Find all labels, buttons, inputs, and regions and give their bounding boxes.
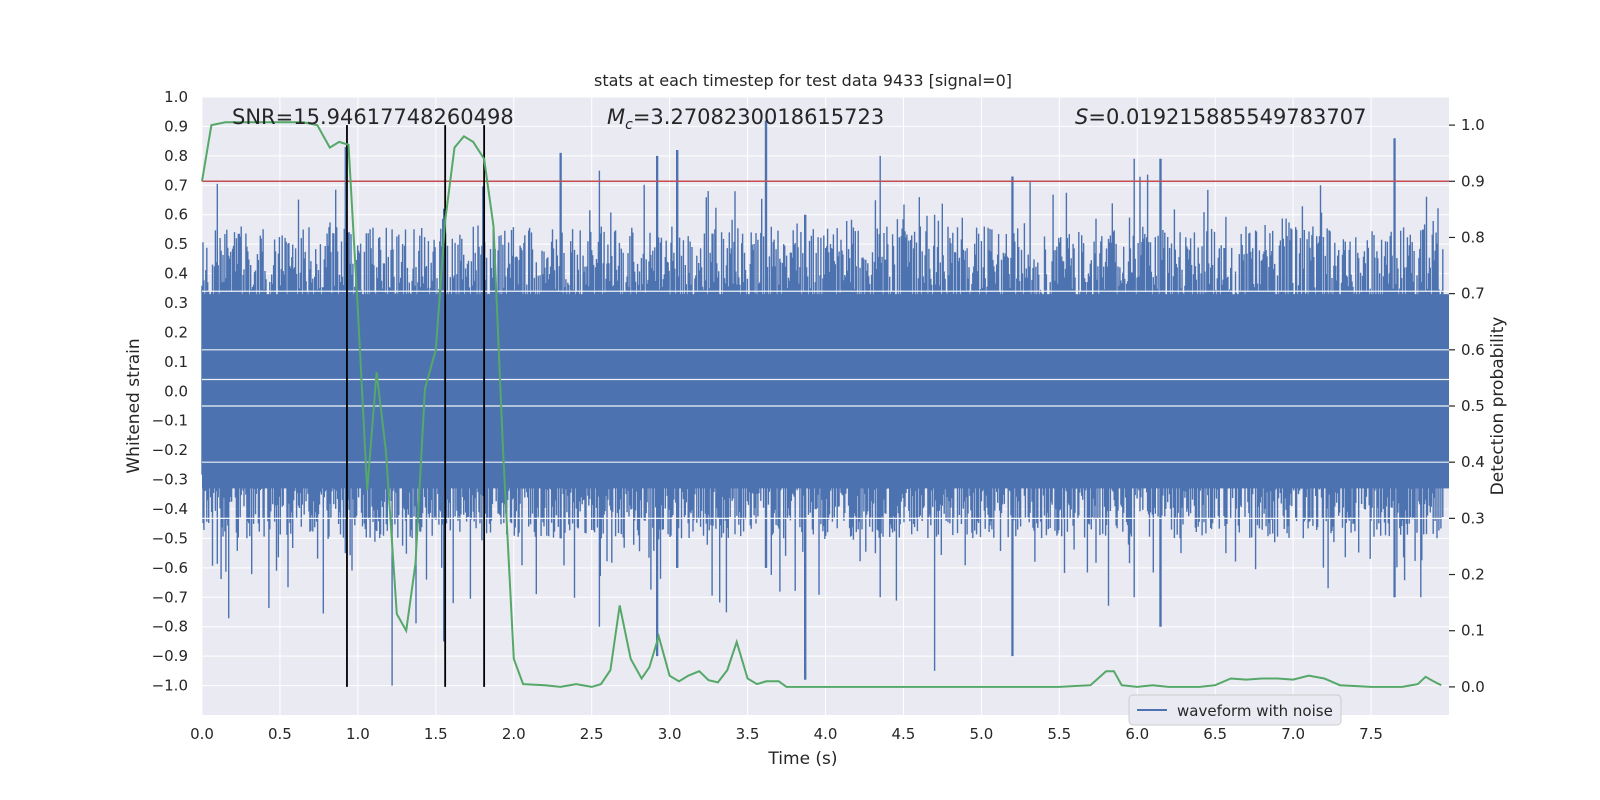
- y-tick-label: −0.6: [152, 559, 188, 577]
- y-tick-label: −0.7: [152, 588, 188, 606]
- legend: waveform with noise: [1128, 694, 1342, 726]
- legend-box: [1128, 694, 1342, 726]
- y-right-tick-label: 0.0: [1461, 678, 1485, 696]
- x-tick-label: 5.5: [1047, 725, 1071, 743]
- y-right-tick-label: 0.9: [1461, 172, 1485, 190]
- x-tick-label: 2.0: [502, 725, 526, 743]
- y-tick-label: −0.3: [152, 471, 188, 489]
- snr-annotation: SNR=15.94617748260498: [232, 105, 514, 129]
- y-tick-label: 0.1: [164, 353, 188, 371]
- x-axis-ticks: 0.0 0.5 1.0 1.5 2.0 2.5 3.0 3.5 4.0 4.5 5.0 5.5 6.0 6…: [190, 725, 1383, 743]
- x-axis-label: Time (s): [767, 749, 837, 769]
- y-right-tick-label: 0.1: [1461, 622, 1485, 640]
- y-right-tick-label: 0.3: [1461, 509, 1485, 527]
- x-tick-label: 7.5: [1359, 725, 1383, 743]
- x-tick-label: 1.0: [346, 725, 370, 743]
- probability-series: [201, 121, 1442, 688]
- y-tick-label: 0.7: [164, 176, 188, 194]
- x-tick-label: 0.0: [190, 725, 214, 743]
- y-tick-label: 0.6: [164, 206, 188, 224]
- probability-line: [201, 121, 1442, 688]
- x-tick-label: 3.0: [658, 725, 682, 743]
- x-tick-label: 2.5: [580, 725, 604, 743]
- y-tick-label: −0.2: [152, 441, 188, 459]
- y-right-tick-label: 0.5: [1461, 397, 1485, 415]
- y-right-axis-ticks: 1.0 0.9 0.8 0.7 0.6 0.5 0.4 0.3 0.2 0.1 0.0: [1449, 116, 1485, 696]
- y-right-tick-label: 1.0: [1461, 116, 1485, 134]
- x-tick-label: 6.5: [1203, 725, 1227, 743]
- chart-title: stats at each timestep for test data 943…: [594, 71, 1012, 90]
- y-tick-label: 0.9: [164, 117, 188, 135]
- y-right-tick-label: 0.7: [1461, 285, 1485, 303]
- y-tick-label: 0.5: [164, 235, 188, 253]
- y-right-tick-label: 0.2: [1461, 566, 1485, 584]
- y-tick-label: −0.8: [152, 618, 188, 636]
- legend-label-waveform: waveform with noise: [1177, 702, 1333, 720]
- y-tick-label: 0.3: [164, 294, 188, 312]
- y-tick-label: 0.8: [164, 147, 188, 165]
- waveform-series: [201, 120, 1449, 686]
- y-axis-label: Whitened strain: [124, 338, 144, 473]
- y-axis-ticks: 1.0 0.9 0.8 0.7 0.6 0.5 0.4 0.3 0.2 0.1 0.0 −0.1 −0.…: [152, 88, 188, 695]
- x-tick-label: 0.5: [268, 725, 292, 743]
- y-tick-label: −0.1: [152, 412, 188, 430]
- x-tick-label: 6.0: [1125, 725, 1149, 743]
- y-tick-label: −0.9: [152, 647, 188, 665]
- y-tick-label: −1.0: [152, 677, 188, 695]
- y-tick-label: 0.0: [164, 382, 188, 400]
- y-tick-label: −0.4: [152, 500, 188, 518]
- y-right-tick-label: 0.6: [1461, 341, 1485, 359]
- x-tick-label: 7.0: [1281, 725, 1305, 743]
- x-tick-label: 1.5: [424, 725, 448, 743]
- chirp-mass-annotation: Mc=3.2708230018615723: [607, 105, 884, 133]
- y-tick-label: 0.4: [164, 265, 188, 283]
- y-tick-label: 1.0: [164, 88, 188, 106]
- y-tick-label: −0.5: [152, 529, 188, 547]
- waveform-dense-band: [202, 294, 1449, 489]
- x-tick-label: 3.5: [736, 725, 760, 743]
- y-right-tick-label: 0.4: [1461, 453, 1485, 471]
- y-tick-label: 0.2: [164, 323, 188, 341]
- y-right-tick-label: 0.8: [1461, 228, 1485, 246]
- x-tick-label: 4.5: [892, 725, 916, 743]
- x-tick-label: 5.0: [969, 725, 993, 743]
- y-right-axis-label: Detection probability: [1488, 317, 1508, 496]
- s-annotation: S=0.019215885549783707: [1075, 105, 1366, 129]
- x-tick-label: 4.0: [814, 725, 838, 743]
